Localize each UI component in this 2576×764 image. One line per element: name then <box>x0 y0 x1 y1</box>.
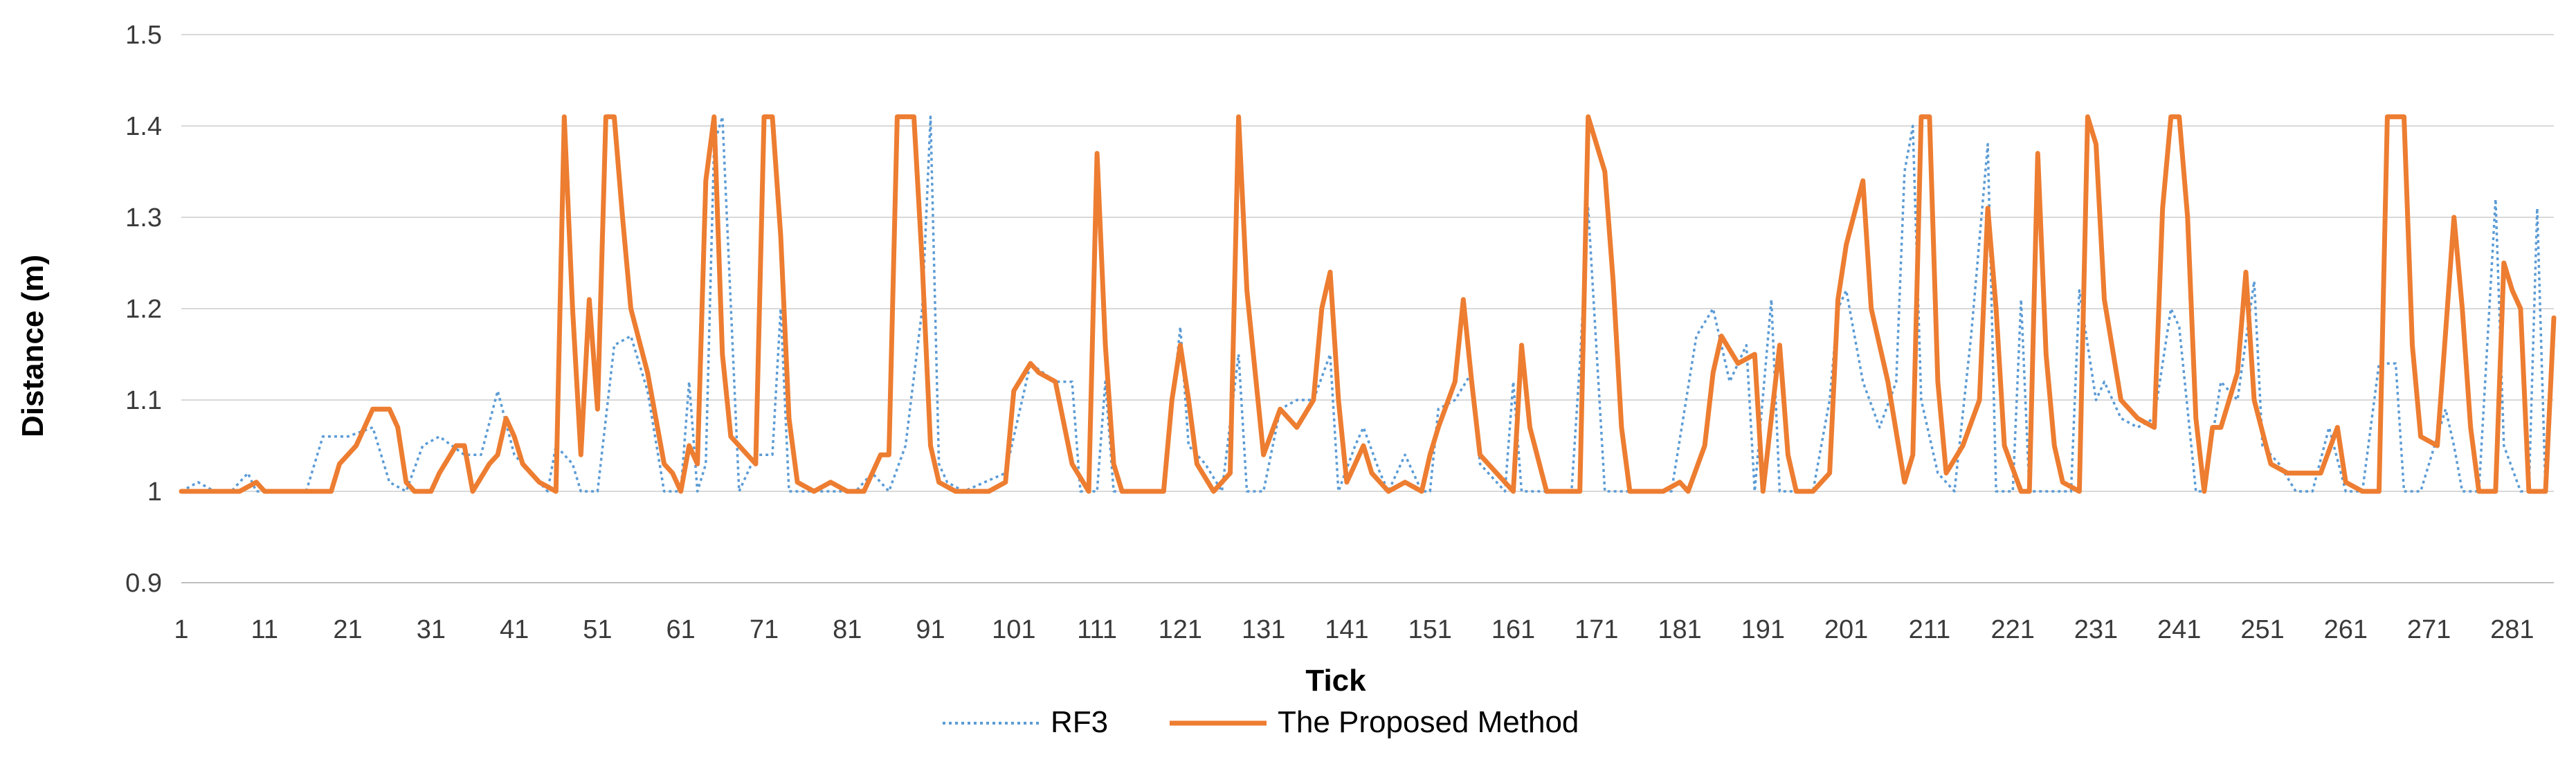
gridlines <box>181 34 2554 583</box>
x-tick-label: 231 <box>2074 615 2118 644</box>
x-tick-label: 141 <box>1325 615 1368 644</box>
y-tick-label: 0.9 <box>125 569 162 598</box>
x-tick-label: 1 <box>174 615 188 644</box>
x-tick-label: 61 <box>666 615 696 644</box>
x-tick-label: 241 <box>2157 615 2201 644</box>
x-tick-label: 271 <box>2407 615 2451 644</box>
x-tick-label: 251 <box>2240 615 2284 644</box>
x-tick-label: 191 <box>1741 615 1785 644</box>
x-tick-label: 71 <box>750 615 779 644</box>
x-tick-label: 281 <box>2490 615 2534 644</box>
x-tick-label: 91 <box>916 615 945 644</box>
legend-label: The Proposed Method <box>1278 705 1579 739</box>
x-tick-label: 131 <box>1242 615 1285 644</box>
x-tick-label: 221 <box>1990 615 2034 644</box>
y-tick-label: 1 <box>147 478 162 507</box>
legend-label: RF3 <box>1051 705 1108 739</box>
series-line-rf3 <box>181 116 2555 493</box>
x-tick-label: 211 <box>1909 615 1951 644</box>
x-axis-title: Tick <box>1305 664 1366 698</box>
x-tick-label: 31 <box>417 615 446 644</box>
y-axis-title: Distance (m) <box>16 255 50 437</box>
y-tick-label: 1.4 <box>125 112 162 141</box>
series-layer <box>179 114 2557 494</box>
y-tick-label: 1.1 <box>125 386 162 415</box>
x-tick-label: 151 <box>1408 615 1452 644</box>
x-tick-label: 41 <box>500 615 529 644</box>
x-tick-label: 171 <box>1575 615 1618 644</box>
x-tick-label: 111 <box>1077 615 1117 644</box>
x-axis-tick-labels: 1 11 21 31 41 51 61 71 81 91 101 111 121 131 141 151 161… <box>174 615 2534 644</box>
y-axis-tick-labels: 0.9 1 1.1 1.2 1.3 1.4 1.5 <box>125 21 162 598</box>
series-line-proposed-method <box>179 114 2557 494</box>
x-tick-label: 11 <box>251 615 278 644</box>
x-tick-label: 101 <box>992 615 1035 644</box>
legend: RF3 The Proposed Method <box>943 705 1579 739</box>
x-tick-label: 81 <box>833 615 862 644</box>
y-tick-label: 1.3 <box>125 203 162 233</box>
x-tick-label: 161 <box>1491 615 1535 644</box>
y-tick-label: 1.5 <box>125 21 162 50</box>
x-tick-label: 181 <box>1658 615 1701 644</box>
x-tick-label: 121 <box>1159 615 1202 644</box>
x-tick-label: 21 <box>333 615 362 644</box>
x-tick-label: 201 <box>1824 615 1868 644</box>
y-tick-label: 1.2 <box>125 295 162 324</box>
x-tick-label: 51 <box>583 615 612 644</box>
x-tick-label: 261 <box>2324 615 2368 644</box>
